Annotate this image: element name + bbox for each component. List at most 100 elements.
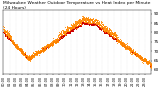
Point xyxy=(98,26,100,28)
Point xyxy=(143,60,145,61)
Point xyxy=(42,48,44,49)
Point xyxy=(76,26,79,27)
Point xyxy=(105,32,107,33)
Point xyxy=(105,32,108,33)
Point xyxy=(115,38,117,40)
Point xyxy=(50,42,52,44)
Point xyxy=(87,23,90,24)
Point xyxy=(142,58,144,59)
Point xyxy=(69,31,71,32)
Point xyxy=(11,41,13,42)
Point xyxy=(79,19,81,20)
Point xyxy=(150,63,152,64)
Point xyxy=(116,40,119,41)
Point xyxy=(136,53,138,54)
Point xyxy=(29,57,32,59)
Point xyxy=(56,41,58,42)
Point xyxy=(4,35,6,36)
Point xyxy=(112,37,114,39)
Point xyxy=(39,51,41,52)
Point xyxy=(63,35,65,36)
Point xyxy=(125,47,127,49)
Point xyxy=(59,32,62,34)
Point xyxy=(28,56,31,57)
Point xyxy=(69,29,72,30)
Point xyxy=(136,55,139,56)
Point xyxy=(52,43,55,44)
Point xyxy=(17,48,20,49)
Point xyxy=(73,28,76,29)
Point xyxy=(103,31,106,32)
Point xyxy=(58,33,61,34)
Point xyxy=(56,40,59,41)
Point xyxy=(124,45,126,46)
Point xyxy=(102,27,105,28)
Point xyxy=(60,33,63,34)
Point xyxy=(114,37,116,39)
Point xyxy=(97,20,99,21)
Point xyxy=(134,54,137,56)
Point xyxy=(143,60,145,61)
Point xyxy=(40,50,42,51)
Point xyxy=(34,53,36,54)
Point xyxy=(93,21,95,22)
Point xyxy=(99,26,101,28)
Point xyxy=(27,58,29,60)
Point xyxy=(93,23,96,24)
Point xyxy=(131,51,134,53)
Point xyxy=(32,55,35,56)
Point xyxy=(92,21,94,23)
Point xyxy=(73,25,76,26)
Point xyxy=(72,28,74,30)
Point xyxy=(4,30,7,32)
Point xyxy=(33,54,36,55)
Point xyxy=(4,35,7,37)
Point xyxy=(102,24,105,25)
Point xyxy=(71,24,74,25)
Point xyxy=(79,18,82,20)
Point xyxy=(142,59,144,61)
Point xyxy=(44,47,47,48)
Point xyxy=(13,46,16,48)
Point xyxy=(105,31,108,32)
Point xyxy=(98,28,101,29)
Point xyxy=(30,58,32,59)
Point xyxy=(8,34,10,36)
Point xyxy=(147,63,149,64)
Point xyxy=(54,41,56,42)
Point xyxy=(23,54,25,55)
Point xyxy=(4,34,7,36)
Point xyxy=(113,32,116,33)
Point xyxy=(13,42,15,44)
Point xyxy=(40,50,43,52)
Point xyxy=(74,27,77,29)
Point xyxy=(121,41,123,43)
Point xyxy=(96,22,99,24)
Point xyxy=(47,45,49,46)
Point xyxy=(143,59,146,60)
Point xyxy=(3,26,5,27)
Point xyxy=(87,22,89,23)
Point xyxy=(55,41,58,42)
Point xyxy=(45,46,47,48)
Point xyxy=(88,19,91,20)
Point xyxy=(141,61,144,62)
Point xyxy=(72,28,74,29)
Point xyxy=(58,37,61,38)
Point xyxy=(68,32,71,34)
Point xyxy=(146,62,148,64)
Point xyxy=(107,33,110,34)
Point xyxy=(148,62,151,64)
Point xyxy=(35,51,37,52)
Point xyxy=(73,28,75,29)
Point xyxy=(12,43,15,44)
Point xyxy=(26,57,29,58)
Point xyxy=(12,42,14,43)
Point xyxy=(4,31,6,33)
Point xyxy=(99,29,102,30)
Point xyxy=(120,44,123,46)
Point xyxy=(120,46,123,47)
Point xyxy=(140,57,142,59)
Point xyxy=(28,58,30,59)
Point xyxy=(8,31,10,32)
